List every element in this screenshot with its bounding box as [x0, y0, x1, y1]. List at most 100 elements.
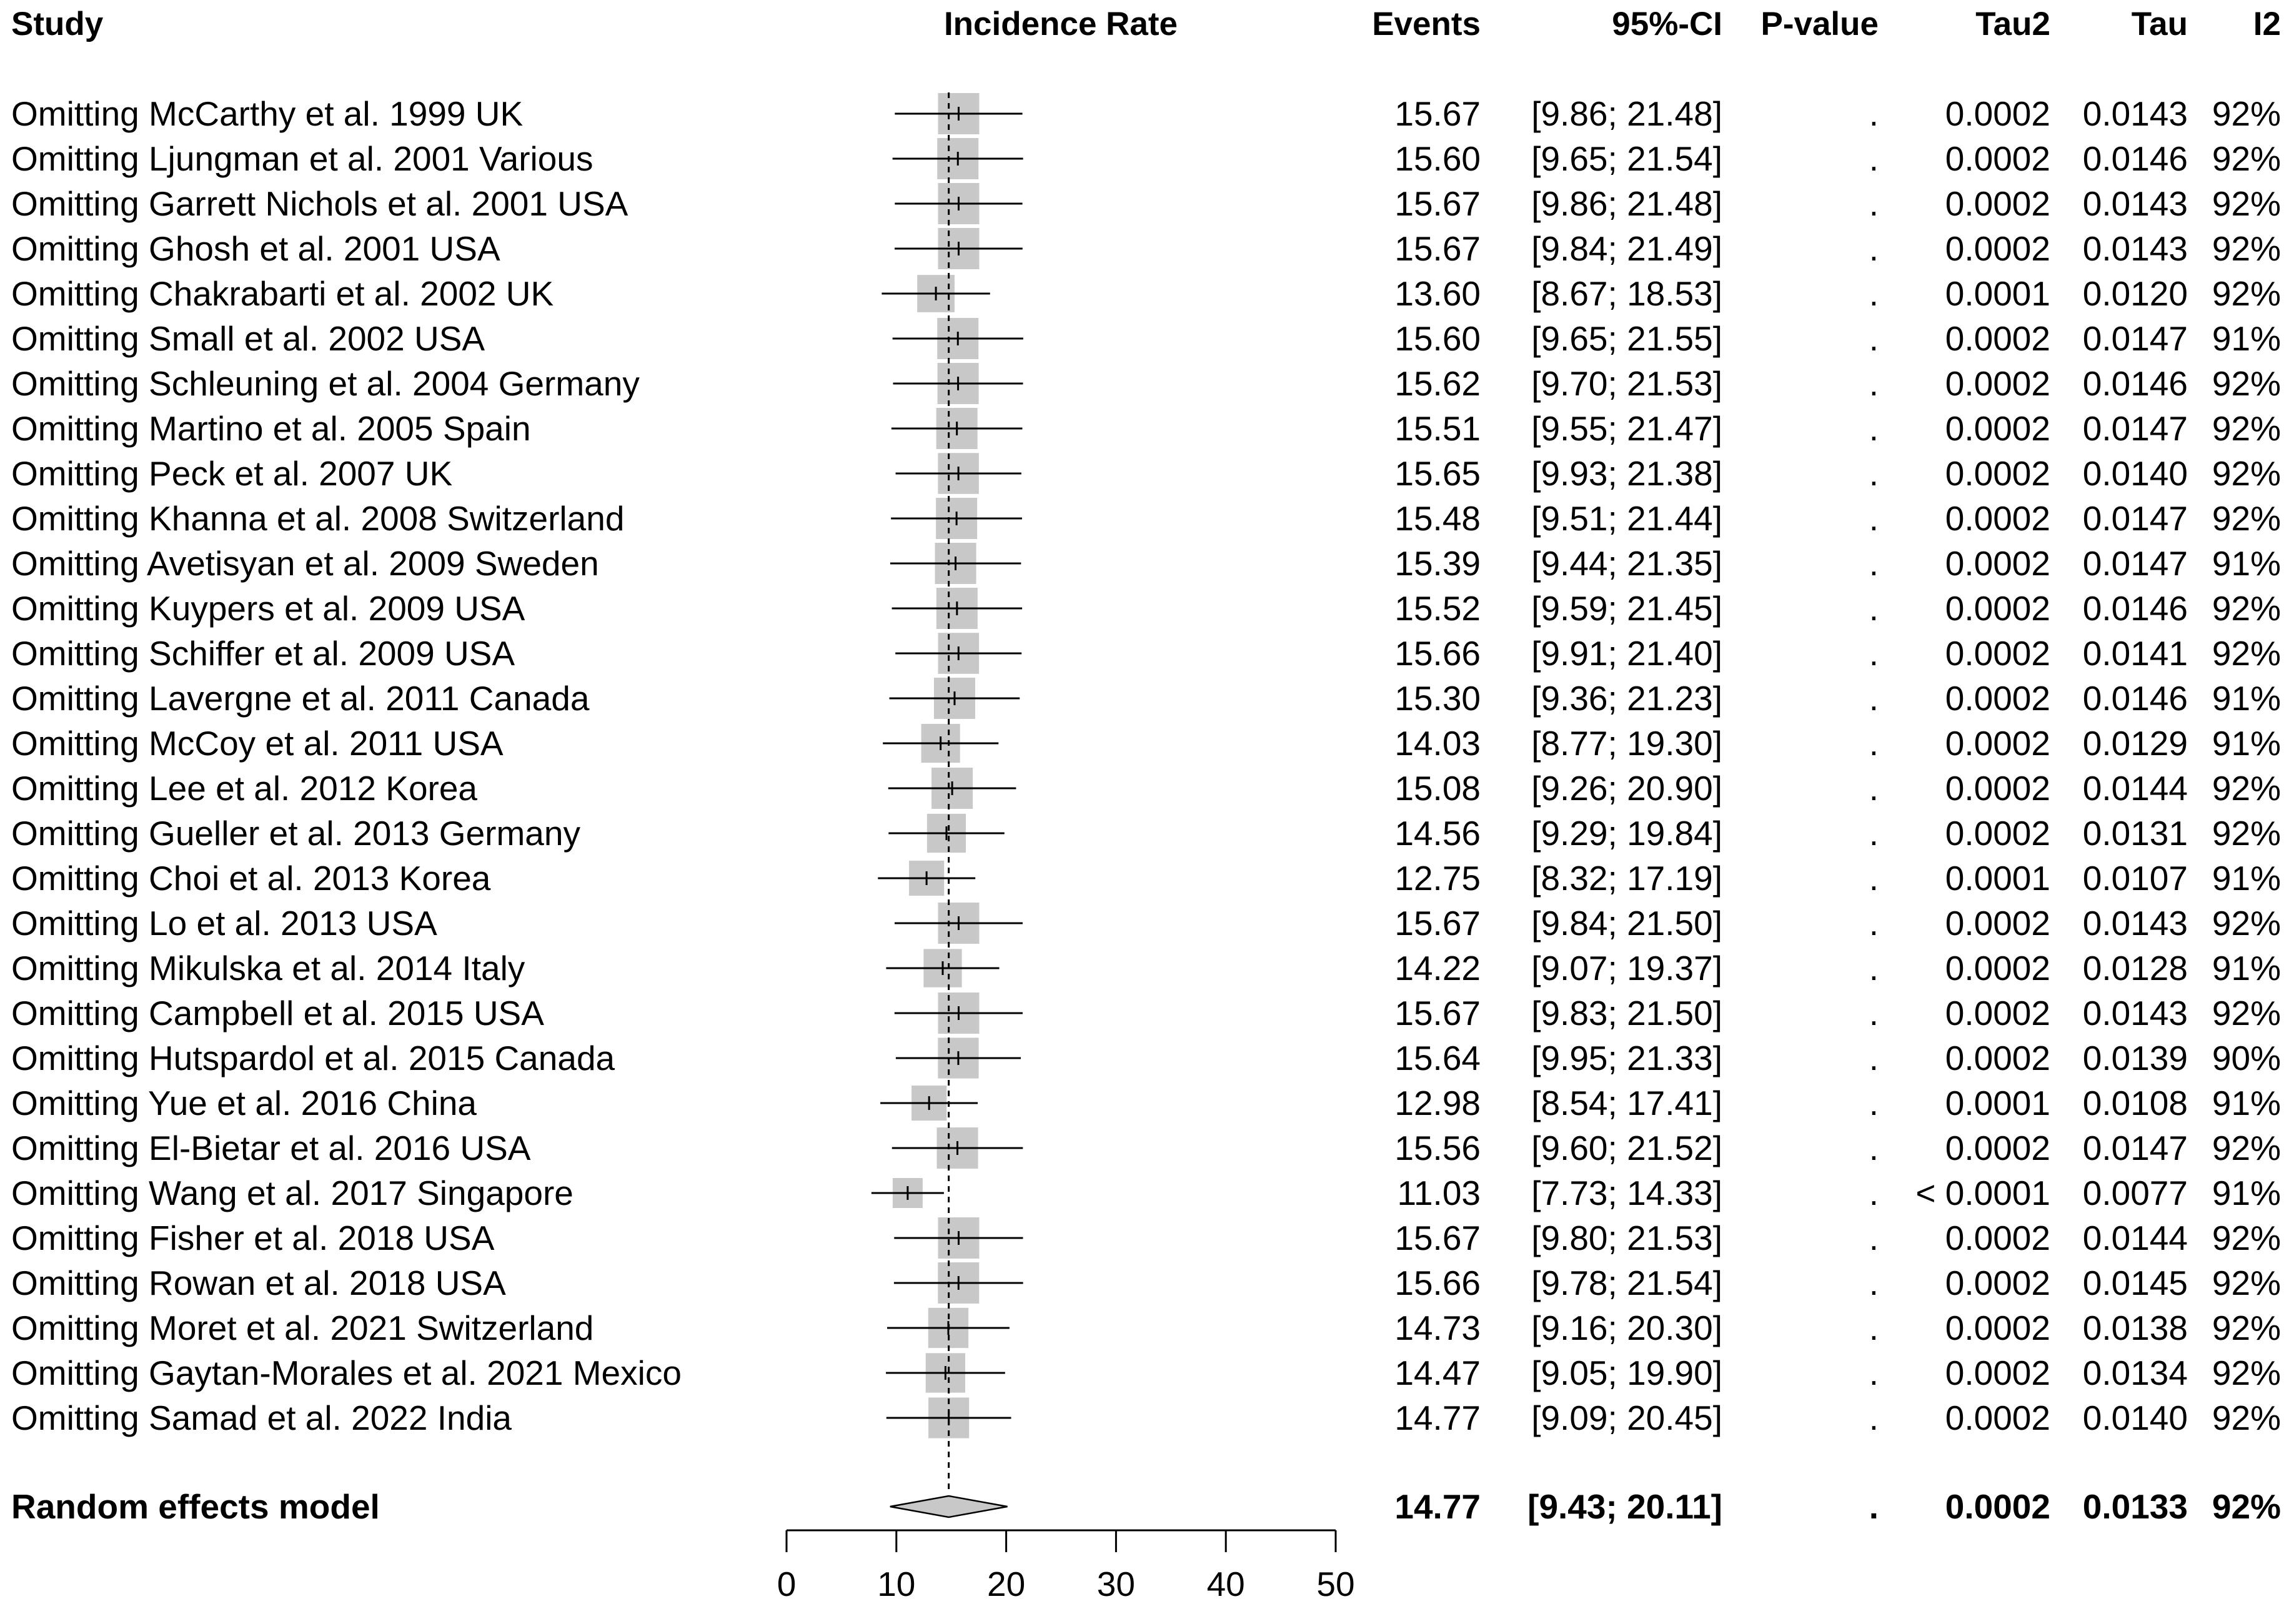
row-ci: [9.60; 21.52] — [1531, 1129, 1722, 1167]
header-pvalue: P-value — [1760, 6, 1879, 42]
row-tau: 0.0134 — [2083, 1354, 2188, 1392]
row-pvalue: . — [1869, 814, 1879, 853]
row-tau: 0.0143 — [2083, 229, 2188, 268]
row-ci: [9.93; 21.38] — [1531, 454, 1722, 493]
row-ci: [9.55; 21.47] — [1531, 409, 1722, 448]
row-pvalue: . — [1869, 679, 1879, 718]
row-ci: [9.65; 21.54] — [1531, 139, 1722, 178]
row-tau2: 0.0002 — [1945, 94, 2050, 133]
row-ci: [9.44; 21.35] — [1531, 544, 1722, 583]
row-ci: [9.59; 21.45] — [1531, 589, 1722, 628]
table-row: Omitting Yue et al. 2016 China 12.98 [8.54… — [11, 1084, 2281, 1122]
row-study-label: Omitting Choi et al. 2013 Korea — [11, 859, 491, 898]
row-pvalue: . — [1869, 994, 1879, 1032]
row-pvalue: . — [1869, 1129, 1879, 1167]
row-study-label: Omitting Schiffer et al. 2009 USA — [11, 634, 515, 673]
row-ci: [9.36; 21.23] — [1531, 679, 1722, 718]
row-pvalue: . — [1869, 409, 1879, 448]
row-study-label: Omitting Hutspardol et al. 2015 Canada — [11, 1039, 615, 1077]
row-events: 15.67 — [1394, 904, 1481, 943]
row-pvalue: . — [1869, 769, 1879, 808]
x-tick-label: 30 — [1097, 1565, 1135, 1603]
row-events: 15.52 — [1394, 589, 1481, 628]
row-tau2: 0.0002 — [1945, 499, 2050, 538]
row-events: 15.66 — [1394, 634, 1481, 673]
table-row: Omitting Ghosh et al. 2001 USA 15.67 [9.84… — [11, 228, 2281, 269]
row-i2: 91% — [2212, 319, 2281, 358]
table-row: Omitting Schiffer et al. 2009 USA 15.66 [9… — [11, 633, 2281, 674]
table-row: Omitting Kuypers et al. 2009 USA 15.52 [9.… — [11, 588, 2281, 629]
row-i2: 92% — [2212, 904, 2281, 943]
table-row: Omitting Campbell et al. 2015 USA 15.67 [9… — [11, 993, 2281, 1034]
row-i2: 92% — [2212, 499, 2281, 538]
row-pvalue: . — [1869, 1399, 1879, 1437]
summary-tau: 0.0133 — [2083, 1487, 2188, 1526]
table-row: Omitting McCoy et al. 2011 USA 14.03 [8.77… — [11, 723, 2281, 763]
row-ci: [9.80; 21.53] — [1531, 1219, 1722, 1257]
row-events: 15.08 — [1394, 769, 1481, 808]
row-ci: [8.54; 17.41] — [1531, 1084, 1722, 1122]
row-tau: 0.0108 — [2083, 1084, 2188, 1122]
header-events: Events — [1372, 6, 1481, 42]
row-tau2: 0.0001 — [1945, 274, 2050, 313]
row-events: 15.67 — [1394, 184, 1481, 223]
x-tick-label: 40 — [1207, 1565, 1245, 1603]
row-i2: 92% — [2212, 1309, 2281, 1347]
row-i2: 92% — [2212, 1129, 2281, 1167]
row-tau: 0.0147 — [2083, 319, 2188, 358]
header-ci: 95%-CI — [1612, 6, 1722, 42]
row-pvalue: . — [1869, 859, 1879, 898]
row-ci: [9.86; 21.48] — [1531, 94, 1722, 133]
row-tau2: 0.0002 — [1945, 1354, 2050, 1392]
row-events: 14.47 — [1394, 1354, 1481, 1392]
row-tau2: 0.0001 — [1945, 1084, 2050, 1122]
row-tau2: 0.0002 — [1945, 1264, 2050, 1302]
summary-events: 14.77 — [1394, 1487, 1481, 1526]
row-study-label: Omitting Peck et al. 2007 UK — [11, 454, 452, 493]
row-events: 14.73 — [1394, 1309, 1481, 1347]
row-study-label: Omitting Kuypers et al. 2009 USA — [11, 589, 525, 628]
table-row: Omitting Gaytan-Morales et al. 2021 Mexi… — [11, 1353, 2281, 1393]
row-i2: 92% — [2212, 1354, 2281, 1392]
row-events: 14.77 — [1394, 1399, 1481, 1437]
summary-ci: [9.43; 20.11] — [1527, 1487, 1722, 1526]
row-study-label: Omitting Lee et al. 2012 Korea — [11, 769, 477, 808]
row-events: 15.60 — [1394, 319, 1481, 358]
row-tau2: 0.0002 — [1945, 319, 2050, 358]
row-ci: [7.73; 14.33] — [1531, 1174, 1722, 1212]
row-events: 15.64 — [1394, 1039, 1481, 1077]
header-tau: Tau — [2132, 6, 2188, 42]
row-ci: [9.16; 20.30] — [1531, 1309, 1722, 1347]
row-pvalue: . — [1869, 1219, 1879, 1257]
row-pvalue: . — [1869, 499, 1879, 538]
row-study-label: Omitting Wang et al. 2017 Singapore — [11, 1174, 574, 1212]
row-tau2: 0.0002 — [1945, 724, 2050, 763]
row-events: 15.67 — [1394, 229, 1481, 268]
row-tau2: 0.0002 — [1945, 229, 2050, 268]
row-tau: 0.0146 — [2083, 589, 2188, 628]
row-events: 15.39 — [1394, 544, 1481, 583]
summary-i2: 92% — [2212, 1487, 2281, 1526]
row-tau: 0.0131 — [2083, 814, 2188, 853]
row-ci: [9.26; 20.90] — [1531, 769, 1722, 808]
row-ci: [9.86; 21.48] — [1531, 184, 1722, 223]
row-tau2: 0.0002 — [1945, 949, 2050, 988]
table-row: Omitting Hutspardol et al. 2015 Canada 15… — [11, 1037, 2281, 1079]
table-row: Omitting Lavergne et al. 2011 Canada 15.3… — [11, 678, 2281, 719]
row-tau2: 0.0002 — [1945, 904, 2050, 943]
summary-tau2: 0.0002 — [1945, 1487, 2050, 1526]
row-tau2: 0.0002 — [1945, 139, 2050, 178]
row-i2: 92% — [2212, 994, 2281, 1032]
row-i2: 92% — [2212, 454, 2281, 493]
row-tau: 0.0120 — [2083, 274, 2188, 313]
row-events: 12.75 — [1394, 859, 1481, 898]
row-ci: [9.78; 21.54] — [1531, 1264, 1722, 1302]
row-pvalue: . — [1869, 364, 1879, 403]
row-tau: 0.0146 — [2083, 139, 2188, 178]
row-tau: 0.0143 — [2083, 994, 2188, 1032]
row-i2: 91% — [2212, 949, 2281, 988]
row-events: 15.60 — [1394, 139, 1481, 178]
row-i2: 91% — [2212, 679, 2281, 718]
row-tau2: 0.0002 — [1945, 409, 2050, 448]
